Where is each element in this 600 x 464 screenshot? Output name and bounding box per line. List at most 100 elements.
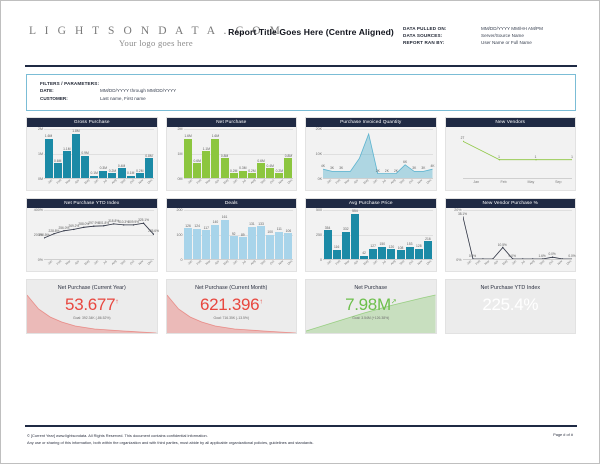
chart-card-avg-purchase-price[interactable]: Avg Purchase Price 500 250 0 354 116 332 554 4… [305, 198, 437, 272]
x-axis: Jan Feb May Sep [463, 180, 573, 190]
chart-plot: 2M 1M 0M 1.6M 0.6M 1.1M 1.8M 0.9M 0.1M 0.3M 0.2M 0… [27, 127, 157, 190]
bar: 116 [332, 245, 341, 259]
chart-card-new-vendors[interactable]: New Vendors 2T 1 1 1 Jan Feb May Sep [444, 117, 576, 191]
y-axis-tick: 2M [38, 127, 43, 131]
bar-value-label: 117 [203, 225, 209, 230]
point-value-label: 2K [394, 168, 398, 173]
y-axis-tick: 1M [177, 152, 183, 156]
y-axis: 400% 200% 0% [29, 208, 44, 262]
bar-value-label: 116 [334, 245, 340, 250]
bar-value-label: 131 [249, 222, 255, 227]
point-value-label: 0.0% [548, 252, 556, 257]
bar: 1.1M [202, 147, 211, 178]
bar: 554 [350, 209, 359, 259]
bar: 0.2M [247, 169, 256, 178]
y-axis: 20% 0% [448, 208, 463, 262]
kpi-title: Net Purchase YTD Index [480, 285, 541, 291]
bar-value-label: 100 [267, 230, 273, 234]
footer-line-1: © [Current Year] www.lightsondata. All R… [27, 433, 208, 438]
x-axis-tick: Jan [473, 180, 480, 184]
report-header: L I G H T S O N D A T A . C O M Your log… [1, 1, 600, 63]
line-series [323, 132, 433, 178]
axis-baseline [183, 178, 293, 179]
bar: 92 [229, 232, 238, 259]
chart-card-net-purchase-ytd-index[interactable]: Net Purchase YTD Index 400% 200% 0% 190.9%… [26, 198, 159, 272]
point-value-label: 0.0% [508, 254, 516, 258]
kpi-card-2[interactable]: Net Purchase (Current Month) 621.396↑ Go… [165, 279, 297, 334]
header-divider [25, 65, 577, 68]
kpi-card-4[interactable]: Net Purchase YTD Index 225.4% [444, 279, 576, 334]
axis-baseline [462, 259, 572, 260]
point-value-label: 325.1% [138, 218, 149, 223]
metadata-value: User Name or Full Name [481, 40, 532, 46]
bar: 150 [378, 242, 387, 259]
plot-canvas: 1.6M 0.6M 1.1M 1.8M 0.9M 0.1M 0.3M 0.2M 0.4M 0.1M… [44, 129, 154, 179]
bar: 0.3M [99, 166, 108, 178]
gridline [183, 210, 293, 211]
bar-value-label: 127 [370, 244, 376, 249]
bar-value-label: 0.1M [127, 171, 135, 176]
y-axis: 20K 10K 0K [308, 127, 323, 181]
chart-row-top: Gross Purchase 2M 1M 0M 1.6M 0.6M 1.1M 1.8M 0.… [26, 117, 576, 191]
x-axis-tick: Sep [555, 180, 562, 184]
bar: 89 [238, 233, 247, 259]
bar: 100 [266, 230, 275, 259]
filter-value: MM/DD/YYYY through MM/DD/YYYY [100, 88, 177, 94]
bar-value-label: 133 [258, 221, 264, 226]
bar-value-label: 0.8M [145, 153, 153, 158]
plot-canvas: 126 124 117 140 161 92 89 131 133 100 111 106 [183, 210, 293, 260]
point-value-label: 38.1% [457, 212, 468, 217]
bar-value-label: 0.2M [230, 168, 238, 173]
chart-card-purchase-invoiced-quantity[interactable]: Purchase Invoiced Quantity 20K 10K 0K 4K 3K… [305, 117, 437, 191]
bar: 0.4M [117, 164, 126, 178]
bar-value-label: 0.2M [275, 168, 283, 173]
bar: 0.9M [81, 151, 90, 178]
point-value-label: 309.9% [128, 219, 139, 224]
x-axis: Jan Feb Mar Apr May Jun Jul Aug Sep Oct Nov Dec [184, 178, 293, 190]
filter-row-date: DATE: MM/DD/YYYY through MM/DD/YYYY [40, 87, 575, 94]
chart-card-new-vendor-purchase[interactable]: New Vendor Purchase % 20% 0% 38.1% 0.0% 10.… [444, 198, 576, 272]
bar-value-label: 1.6M [44, 134, 53, 139]
point-value-label: 3K [412, 166, 417, 171]
point-value-label: 225.6% [148, 229, 159, 234]
filters-panel: FILTERS / PARAMETERS: DATE: MM/DD/YYYY t… [26, 74, 576, 111]
bar: 117 [202, 226, 211, 259]
chart-plot: 20% 0% 38.1% 0.0% 10.5% 0.0% 1.6% 0.0% 0.0% Jan F… [446, 208, 575, 271]
point-value-label: 301.8% [98, 220, 110, 225]
kpi-title: Net Purchase (Current Month) [195, 285, 268, 291]
bar-value-label: 332 [343, 227, 349, 232]
x-axis-tick: May [527, 180, 535, 184]
bar-value-label: 216 [425, 236, 431, 241]
kpi-title: Net Purchase (Current Year) [57, 285, 126, 291]
axis-baseline [462, 178, 572, 179]
bar-value-label: 0.9M [81, 151, 89, 156]
point-value-label: 228.8% [48, 228, 60, 233]
bar-value-label: 106 [285, 228, 292, 233]
bar: 354 [323, 226, 332, 259]
gridline [323, 154, 433, 155]
plot-canvas: 190.9% 228.8% 256.0% 269.2% 288.0% 297.9% 301.… [39, 210, 159, 260]
line-series [44, 222, 154, 239]
point-value-label: 1 [498, 154, 500, 159]
bar: 0.2M [108, 169, 117, 178]
y-axis-tick: 20% [454, 208, 462, 212]
point-value-label: 0.0% [468, 254, 477, 258]
kpi-row: Net Purchase (Current Year) 53.677↑ Goal… [26, 279, 576, 334]
chart-card-gross-purchase[interactable]: Gross Purchase 2M 1M 0M 1.6M 0.6M 1.1M 1.8M 0.… [26, 117, 158, 191]
point-value-label: 318.8% [108, 218, 120, 223]
bar: 0.4M [266, 164, 275, 178]
kpi-card-1[interactable]: Net Purchase (Current Year) 53.677↑ Goal… [26, 279, 158, 334]
point-value-label: 2K [384, 168, 389, 173]
y-axis-tick: 0 [320, 258, 322, 262]
axis-baseline [183, 259, 293, 260]
chart-card-deals[interactable]: Deals 200 100 0 126 124 117 140 161 92 89 131 133 1… [165, 198, 297, 272]
point-value-label: 3K [421, 166, 426, 171]
filter-key: CUSTOMER: [40, 95, 68, 101]
gridline [323, 210, 433, 211]
bar: 0.6M [53, 159, 62, 178]
chart-card-net-purchase[interactable]: Net Purchase 2M 1M 0M 1.6M 0.6M 1.1M 1.6M 0.8M… [165, 117, 297, 191]
kpi-card-3[interactable]: Net Purchase 7.98M↗ Goal: 3.54M (+126.38… [305, 279, 437, 334]
plot-canvas: 4K 3K 3K 2K 2K 2K 6K 3K 3K 4K [321, 129, 434, 179]
plot-canvas: 1.6M 0.6M 1.1M 1.6M 0.8M 0.2M 0.3M 0.2M 0.6M 0.4M… [183, 129, 293, 179]
y-axis-tick: 400% [33, 208, 43, 212]
